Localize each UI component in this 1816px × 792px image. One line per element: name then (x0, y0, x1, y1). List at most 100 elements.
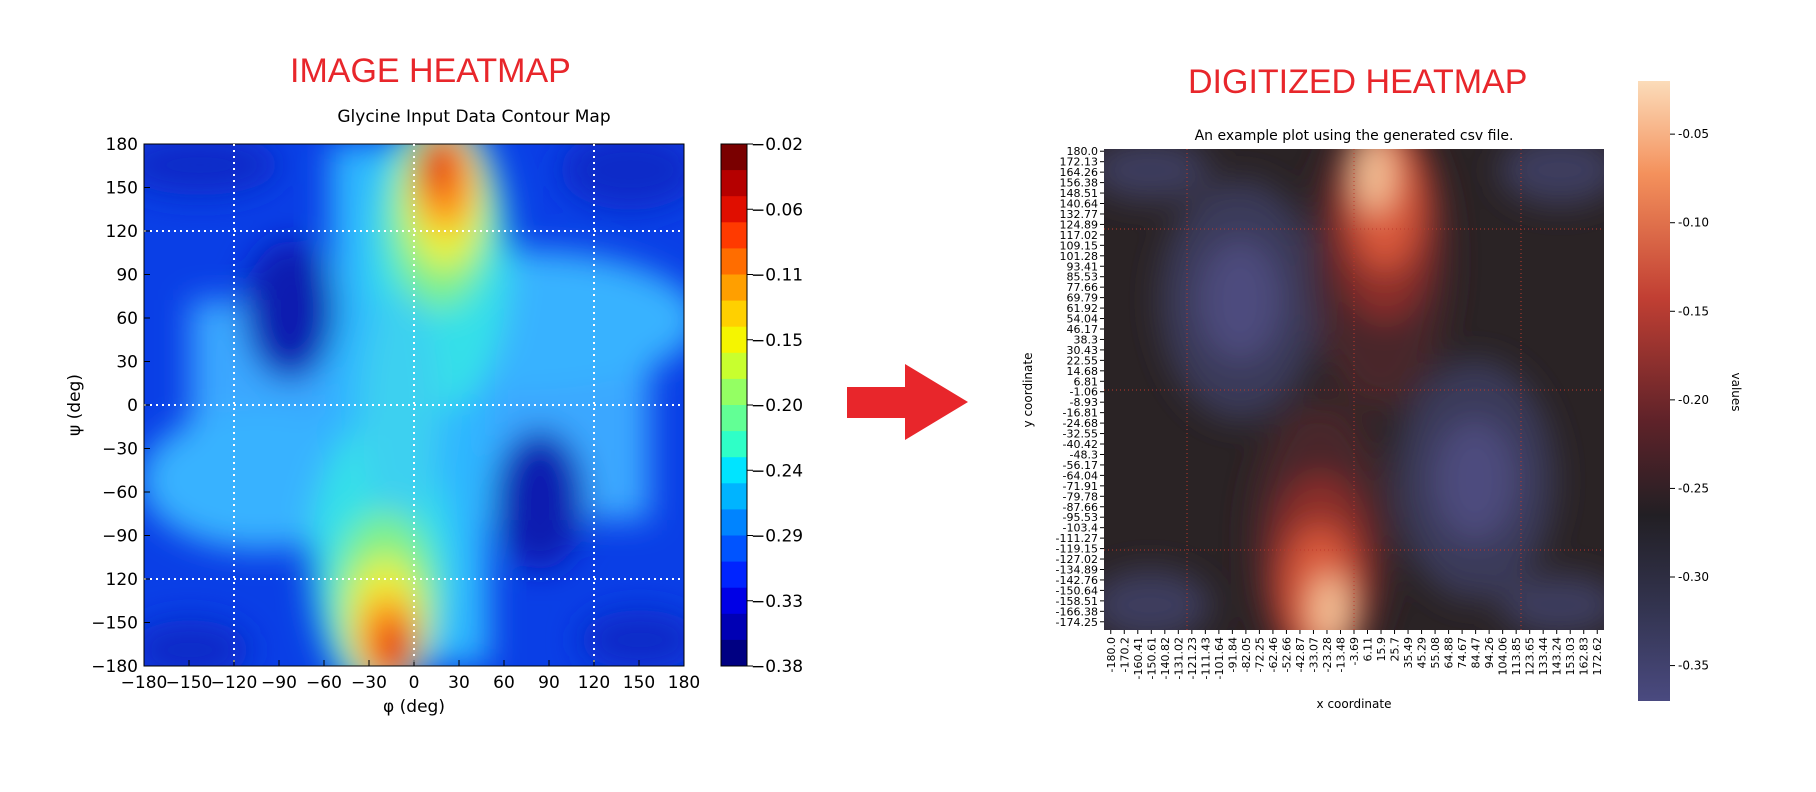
right-y-tick-label: 109.15 (1060, 239, 1099, 252)
right-y-tick-label: -150.64 (1056, 584, 1098, 597)
right-y-tick-label: 6.81 (1074, 375, 1099, 388)
right-x-tick-label: -140.82 (1159, 637, 1172, 679)
right-y-tick-label: 61.92 (1067, 302, 1099, 315)
left-x-tick-label: −150 (166, 673, 213, 693)
left-ylabel: ψ (deg) (65, 374, 85, 436)
right-y-tick-label: -158.51 (1056, 595, 1098, 608)
right-x-tick-label: -52.66 (1280, 637, 1293, 672)
right-colorbar-tick-label: -0.35 (1678, 659, 1709, 673)
right-y-tick-label: 101.28 (1060, 250, 1099, 263)
left-colorbar-band (721, 222, 747, 249)
left-colorbar-band (721, 483, 747, 510)
left-y-tick-label: 150 (106, 179, 138, 199)
right-colorbar-tick-label: -0.20 (1678, 393, 1709, 407)
left-colorbar-tick-label: −0.11 (751, 266, 803, 286)
right-y-tick-label: 30.43 (1067, 344, 1099, 357)
right-y-tick-label: 172.13 (1060, 156, 1099, 169)
left-y-tick-label: 90 (116, 266, 138, 286)
left-x-tick-label: 30 (448, 673, 470, 693)
right-colorbar-tick-label: -0.25 (1678, 481, 1709, 495)
right-x-tick-label: -23.28 (1321, 637, 1334, 672)
right-y-tick-label: -166.38 (1056, 605, 1098, 618)
right-y-tick-label: -134.89 (1056, 563, 1098, 576)
left-y-tick-label: 120 (106, 222, 138, 242)
left-x-tick-label: −30 (351, 673, 387, 693)
left-colorbar-band (721, 535, 747, 563)
left-x-tick-label: 90 (538, 673, 560, 693)
left-x-tick-label: 120 (578, 673, 610, 693)
right-x-tick-label: -170.2 (1118, 637, 1131, 672)
right-y-tick-label: 54.04 (1067, 313, 1099, 326)
left-colorbar-tick-label: −0.20 (751, 396, 803, 416)
left-colorbar-tick-label: −0.33 (751, 592, 803, 612)
left-x-tick-label: −90 (261, 673, 297, 693)
right-y-tick-label: 14.68 (1067, 365, 1099, 378)
right-x-tick-label: 84.47 (1470, 637, 1483, 669)
left-banner: IMAGE HEATMAP (290, 52, 571, 90)
left-colorbar-band (721, 509, 747, 536)
left-colorbar-tick-label: −0.02 (751, 135, 803, 155)
right-colorbar-tick-label: -0.10 (1678, 216, 1709, 230)
right-x-tick-label: 123.65 (1524, 637, 1537, 676)
right-x-tick-label: 6.11 (1362, 637, 1375, 662)
right-y-tick-label: -71.91 (1063, 480, 1098, 493)
right-x-tick-label: -160.41 (1132, 637, 1145, 679)
right-x-tick-label: 25.7 (1389, 637, 1402, 662)
left-y-axis: 180 150 120 90 60 30 0 −30 −60 −90 120 −150 −180 (91, 135, 150, 677)
right-x-tick-label: 45.29 (1416, 637, 1429, 669)
left-y-tick-label: 180 (106, 135, 138, 155)
left-colorbar-band (721, 170, 747, 197)
left-title: Glycine Input Data Contour Map (337, 107, 610, 127)
left-colorbar-band (721, 378, 747, 406)
right-colorbar-tick-label: -0.15 (1678, 304, 1709, 318)
right-x-tick-label: 133.44 (1537, 637, 1550, 676)
right-x-tick-label: 55.08 (1429, 637, 1442, 669)
left-x-tick-label: −180 (121, 673, 168, 693)
right-y-tick-label: -111.27 (1056, 532, 1098, 545)
right-y-tick-label: 148.51 (1060, 187, 1099, 200)
right-y-tick-label: 69.79 (1067, 292, 1099, 305)
right-x-tick-label: 162.83 (1578, 637, 1591, 676)
right-x-tick-label: 143.24 (1551, 637, 1564, 676)
left-y-tick-label: 60 (116, 309, 138, 329)
right-x-tick-label: -3.69 (1348, 637, 1361, 665)
right-y-tick-label: 38.3 (1074, 333, 1099, 346)
left-x-tick-label: 180 (668, 673, 700, 693)
right-y-axis: 180.0172.13164.26156.38148.51140.64132.7… (1056, 145, 1104, 629)
right-x-tick-label: -13.48 (1334, 637, 1347, 672)
left-y-tick-label: 0 (127, 396, 138, 416)
right-y-tick-label: -127.02 (1056, 553, 1098, 566)
left-colorbar-band (721, 639, 747, 667)
right-y-tick-label: -103.4 (1063, 522, 1098, 535)
right-y-tick-label: -16.81 (1063, 407, 1098, 420)
left-colorbar-band (721, 144, 747, 171)
right-y-tick-label: 117.02 (1060, 229, 1099, 242)
right-colorbar-tick-label: -0.05 (1678, 127, 1709, 141)
right-colorbar-gradient (1638, 81, 1670, 701)
right-x-tick-label: -121.23 (1186, 637, 1199, 679)
right-x-tick-label: 153.03 (1564, 637, 1577, 676)
right-gridlines (1104, 149, 1604, 630)
right-y-tick-label: -8.93 (1070, 396, 1098, 409)
left-y-tick-label: −60 (102, 483, 138, 503)
left-colorbar-band (721, 274, 747, 302)
right-ylabel: y coordinate (1021, 353, 1035, 428)
left-colorbar-tick-label: −0.06 (751, 200, 803, 220)
right-x-tick-label: 74.67 (1456, 637, 1469, 669)
right-y-tick-label: -119.15 (1056, 543, 1098, 556)
left-colorbar-tick-label: −0.24 (751, 461, 803, 481)
right-x-tick-label: 113.85 (1510, 637, 1523, 676)
right-x-tick-label: -131.02 (1172, 637, 1185, 679)
right-y-tick-label: -64.04 (1063, 469, 1098, 482)
left-colorbar-band (721, 326, 747, 354)
right-y-tick-label: -40.42 (1063, 438, 1098, 451)
left-colorbar-band (721, 613, 747, 641)
arrow-icon (847, 364, 968, 440)
right-y-tick-label: 156.38 (1060, 177, 1099, 190)
right-heatmap-field (1104, 149, 1604, 630)
right-x-tick-label: -91.84 (1226, 637, 1239, 672)
left-colorbar-band (721, 431, 747, 458)
right-xlabel: x coordinate (1317, 697, 1392, 711)
right-x-tick-label: -42.87 (1294, 637, 1307, 672)
